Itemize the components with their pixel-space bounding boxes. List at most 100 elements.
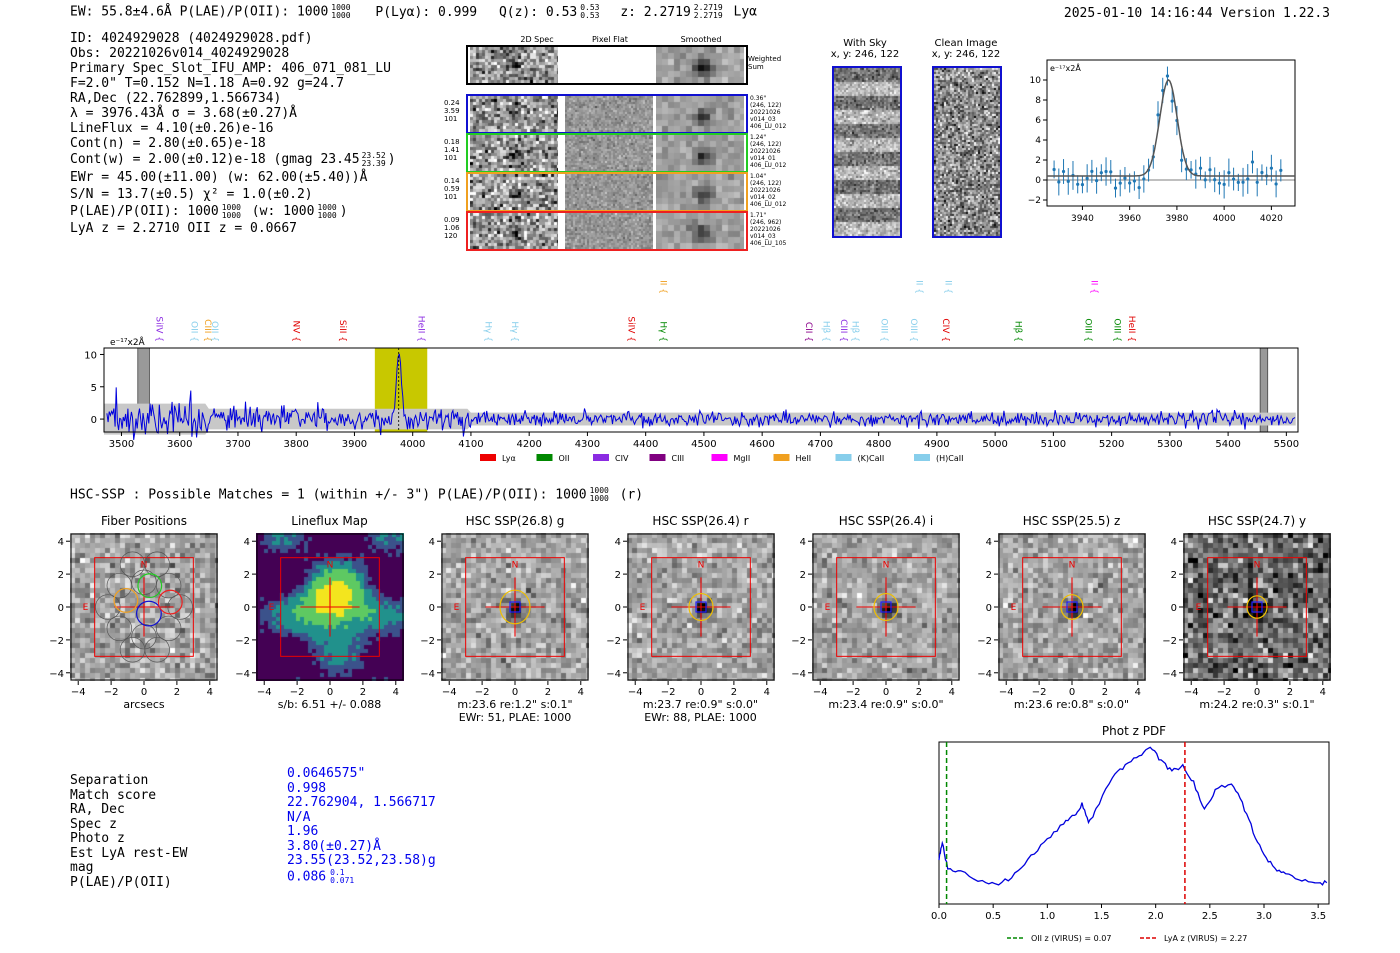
panel-xtick-label: 2: [1287, 687, 1293, 698]
photz-title: Phot z PDF: [1102, 724, 1166, 738]
imaging-panel-caption-line: s/b: 6.51 +/- 0.088: [277, 698, 382, 711]
line-fit-ytick-label: 10: [1030, 76, 1042, 86]
line-fit-point: [1198, 166, 1203, 170]
imaging-panel-caption: m:23.6 re:0.8" s:0.0": [978, 698, 1166, 711]
fiber-circle: [155, 615, 182, 642]
panel-ytick-label: 0: [800, 603, 806, 614]
info-plae-mid: (w: 1000: [243, 204, 315, 219]
cutout-stat: 0.18: [444, 138, 460, 146]
north-label: N: [697, 561, 704, 571]
panel-ytick-label: 2: [429, 570, 435, 581]
panel-ytick-label: −2: [420, 636, 435, 647]
line-fit-ytick-label: 0: [1035, 176, 1041, 186]
line-fit-point: [1156, 113, 1160, 117]
imaging-panel-title: HSC SSP(26.8) g: [465, 514, 565, 528]
cutout-stat: 0.09: [444, 216, 460, 224]
panel-xtick-label: −4: [1184, 687, 1199, 698]
spectrum-legend-label: Lyα: [502, 454, 516, 463]
match-value-photoz: 1.96: [287, 824, 319, 839]
fiber-circle-primary: [135, 600, 162, 627]
info-lineflux: LineFlux = 4.10(±0.26)e-16: [70, 121, 274, 136]
spectrum-emission-label: OIII {: [914, 280, 924, 294]
imaging-panel-caption-line: EWr: 51, PLAE: 1000: [458, 711, 572, 724]
panel-ytick-label: 4: [614, 537, 620, 548]
imaging-panel-title: HSC SSP(25.5) z: [1022, 514, 1121, 528]
panel-xtick-label: −2: [289, 687, 304, 698]
line-fit-point: [1231, 177, 1236, 181]
panel-xtick-label: 0: [1068, 687, 1074, 698]
panel-xtick-label: −2: [475, 687, 490, 698]
fiber-circle: [106, 572, 133, 599]
info-radec: RA,Dec (22.762899,1.566734): [70, 91, 282, 106]
line-fit-ytick-label: 2: [1035, 156, 1041, 166]
east-label: E: [83, 603, 89, 613]
panel-ytick-label: −4: [977, 669, 992, 680]
spectrum-xtick-label: 4400: [633, 439, 658, 450]
cutout-stat: 1.41: [444, 146, 460, 154]
info-sn: S/N = 13.7(±0.5) χ² = 1.0(±0.2): [70, 187, 313, 202]
spectrum-emission-label: OII {: [1088, 280, 1098, 294]
photz-xtick-label: 1.0: [1039, 911, 1055, 922]
imaging-panel-overlay: N E −4 −4 −2 −2 0 0 2 2 4 4: [1162, 533, 1331, 698]
panel-xtick-label: −4: [627, 687, 642, 698]
header-z-frac: 2.2719 2.2719: [694, 4, 723, 20]
spectrum-xtick-label: 3700: [225, 439, 250, 450]
line-fit-point: [1052, 167, 1056, 172]
spectrum-xtick-label: 4800: [866, 439, 891, 450]
panel-ytick-label: −2: [49, 636, 64, 647]
weighted-sum-smoothed: [656, 47, 744, 83]
imaging-panel-caption-line: arcsecs: [123, 698, 165, 711]
with-sky-xy: x, y: 246, 122: [830, 49, 900, 60]
imaging-panel-frame: [627, 533, 774, 681]
spectrum-emission-label: CIV {: [940, 318, 950, 342]
line-fit-point: [1274, 182, 1278, 186]
panel-ytick-label: −2: [791, 636, 806, 647]
hsc-summary: HSC-SSP : Possible Matches = 1 (within +…: [70, 487, 643, 503]
panel-ytick-label: −4: [235, 669, 250, 680]
aperture-ellipse: [499, 589, 531, 625]
cutout-meta-line: 0.36": [750, 95, 767, 102]
match-label-separation: Separation: [70, 773, 149, 788]
panel-ytick-label: 4: [243, 537, 249, 548]
panel-xtick-label: 0: [326, 687, 332, 698]
aperture-ellipse: [1246, 595, 1268, 619]
spectrum-legend-swatch: [773, 454, 790, 461]
line-fit-xtick-label: 4000: [1213, 214, 1236, 224]
cutout-header-smoothed: Smoothed: [680, 35, 722, 44]
header-z-sub: 2.2719: [693, 11, 723, 20]
imaging-panel-caption: m:23.4 re:0.9" s:0.0": [792, 698, 980, 711]
panel-xtick-label: 4: [1320, 687, 1326, 698]
line-fit-ylabel: e⁻¹⁷x2Å: [1050, 62, 1081, 73]
line-fit-point: [1090, 169, 1094, 174]
fiber-circle: [144, 637, 170, 663]
line-fit-point: [1123, 176, 1127, 180]
spectrum-emission-label: Hγ {: [657, 321, 667, 342]
hsc-summary-frac: 1000 1000: [590, 487, 609, 503]
line-fit-point: [1104, 169, 1108, 174]
panel-xtick-label: 4: [392, 687, 398, 698]
fiber-circle-fourth: [157, 589, 183, 615]
line-fit-point: [1118, 181, 1122, 185]
cutout-stat: 101: [444, 154, 458, 162]
panel-ytick-label: 0: [1171, 603, 1177, 614]
spectrum-legend-label: HeII: [796, 454, 812, 463]
line-fit-point: [1260, 170, 1264, 175]
imaging-panel-overlay: N E −4 −4 −2 −2 0 0 2 2 4 4: [49, 533, 218, 698]
match-label-plae: P(LAE)/P(OII): [70, 874, 172, 890]
weighted-sum-2dspec: [470, 47, 558, 83]
imaging-panel-frame: [998, 533, 1145, 681]
clean-image-title-text: Clean Image: [934, 38, 998, 49]
panel-xtick-label: −2: [1217, 687, 1232, 698]
cutout-stat: 0.24: [444, 99, 460, 107]
cutout-meta-line: 406_LU_012: [750, 201, 787, 208]
spectrum-error-band: [104, 403, 1296, 435]
match-value-plae: 0.086 0.1 0.071: [287, 868, 436, 885]
match-value-plae-text: 0.086: [287, 869, 327, 884]
weighted-sum-label: Weighted Sum: [748, 55, 782, 71]
imaging-panel-title: Fiber Positions: [100, 514, 188, 528]
panel-ytick-label: −4: [1162, 669, 1177, 680]
imaging-panel-caption-line: m:23.4 re:0.9" s:0.0": [828, 698, 944, 711]
info-contw-sub: 23.39: [361, 158, 386, 168]
photz-xtick-label: 0.5: [985, 911, 1001, 922]
photz-xtick-label: 3.0: [1256, 911, 1272, 922]
